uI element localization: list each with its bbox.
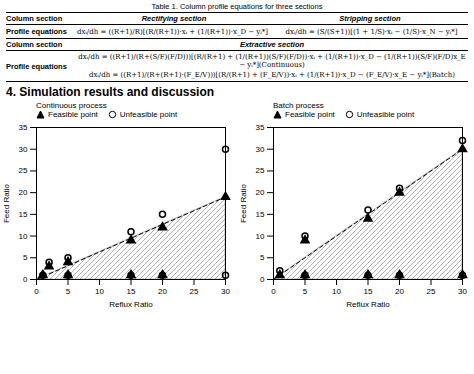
svg-text:30: 30: [19, 145, 28, 154]
svg-text:25: 25: [190, 287, 199, 296]
html-text:Extractive section: Extractive section: [239, 40, 305, 49]
html-text:Continuous process: Continuous process: [36, 101, 107, 110]
svg-text:30: 30: [458, 287, 467, 296]
svg-text:10: 10: [95, 287, 104, 296]
svg-text:Reflux Ratio: Reflux Ratio: [346, 300, 390, 309]
svg-text:10: 10: [332, 287, 341, 296]
svg-text:5: 5: [260, 253, 265, 262]
svg-text:0: 0: [23, 275, 28, 284]
svg-text:0: 0: [34, 287, 39, 296]
svg-text:Reflux Ratio: Reflux Ratio: [109, 300, 153, 309]
svg-text:20: 20: [158, 287, 167, 296]
html-text:dxᵢ/dh = ((R+1)/(R+(S/F)(F/D)): dxᵢ/dh = ((R+1)/(R+(S/F)(F/D)))[(R/(R+1)…: [78, 53, 466, 69]
svg-text:0: 0: [260, 275, 265, 284]
html-text:Feasible point: Feasible point: [48, 110, 98, 119]
svg-text:25: 25: [256, 166, 265, 175]
svg-text:30: 30: [256, 145, 265, 154]
svg-text:5: 5: [303, 287, 308, 296]
svg-text:15: 15: [19, 210, 28, 219]
html-text:Stripping section: Stripping section: [339, 14, 401, 23]
html-text:Table 1. Column profile equati: Table 1. Column profile equations for th…: [151, 2, 323, 11]
svg-text:30: 30: [221, 287, 230, 296]
svg-text:25: 25: [427, 287, 436, 296]
svg-text:35: 35: [19, 123, 28, 132]
html-text:Column section: Column section: [6, 14, 63, 23]
html-text:Feasible point: Feasible point: [285, 110, 335, 119]
html-text:Batch process: Batch process: [273, 101, 324, 110]
svg-text:15: 15: [364, 287, 373, 296]
svg-text:Feed Ratio: Feed Ratio: [239, 183, 248, 223]
html-text:Unfeasible point: Unfeasible point: [356, 110, 415, 119]
svg-text:10: 10: [19, 232, 28, 241]
html-text:dxᵢ/dh = (S/(S+1))[(1 + 1/S)·x: dxᵢ/dh = (S/(S+1))[(1 + 1/S)·xᵢ − (1/S)·…: [285, 27, 458, 36]
svg-text:5: 5: [66, 287, 71, 296]
svg-text:15: 15: [127, 287, 136, 296]
html-text:4. Simulation results and disc: 4. Simulation results and discussion: [6, 85, 215, 99]
html-text:dxᵢ/dh = ((R+1)/(R+(R+1)·(F_E/: dxᵢ/dh = ((R+1)/(R+(R+1)·(F_E/V)))[(R/(R…: [89, 71, 455, 79]
svg-text:0: 0: [271, 287, 276, 296]
svg-text:35: 35: [256, 123, 265, 132]
svg-text:20: 20: [19, 188, 28, 197]
html-text:Column section: Column section: [6, 40, 63, 49]
html-text:dxᵢ/dh = ((R+1)/R)[(R/(R+1))·x: dxᵢ/dh = ((R+1)/R)[(R/(R+1))·xᵢ + (1/(R+…: [77, 27, 268, 36]
html-text:Rectifying section: Rectifying section: [141, 14, 207, 23]
svg-text:Feed Ratio: Feed Ratio: [2, 183, 11, 223]
html-text:Profile equations: Profile equations: [6, 27, 67, 36]
svg-text:25: 25: [19, 166, 28, 175]
svg-text:15: 15: [256, 210, 265, 219]
html-text:Profile equations: Profile equations: [6, 61, 67, 71]
html-text:Unfeasible point: Unfeasible point: [119, 110, 178, 119]
svg-text:20: 20: [256, 188, 265, 197]
svg-text:20: 20: [395, 287, 404, 296]
svg-text:5: 5: [23, 253, 28, 262]
svg-text:10: 10: [256, 232, 265, 241]
